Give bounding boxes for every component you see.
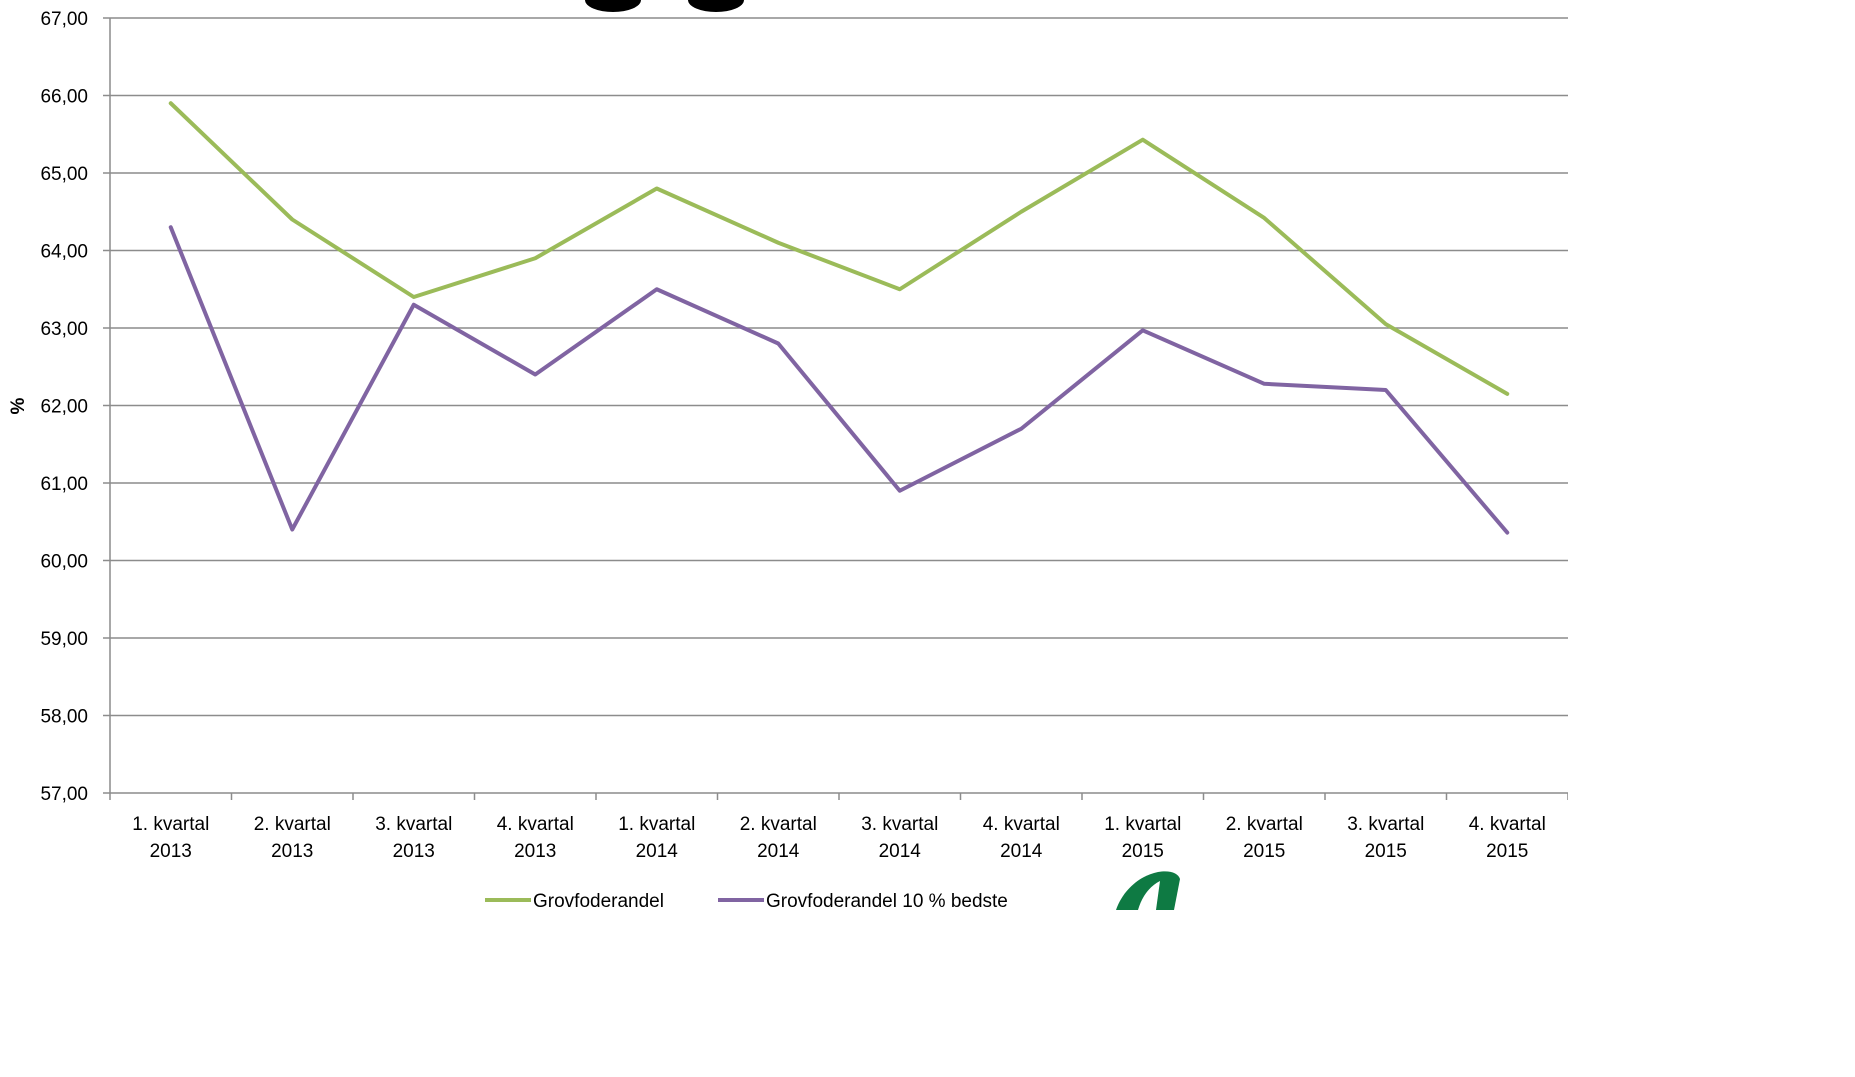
data-point xyxy=(290,528,294,531)
x-tick-label: 2014 xyxy=(879,841,922,862)
x-tick-label: 2. kvartal xyxy=(740,814,817,835)
data-point xyxy=(655,187,659,190)
legend-label-2: Grovfoderandel 10 % bedste xyxy=(766,891,1008,910)
y-tick-label: 57,00 xyxy=(40,784,88,805)
data-point xyxy=(1262,382,1266,386)
y-tick-label: 61,00 xyxy=(40,474,88,495)
x-tick-label: 2015 xyxy=(1243,841,1285,862)
data-point xyxy=(1384,322,1388,326)
series-lines xyxy=(168,101,1510,535)
x-tick-label: 3. kvartal xyxy=(1347,814,1424,835)
data-point xyxy=(655,287,659,291)
data-point xyxy=(776,342,780,345)
x-tick-label: 2013 xyxy=(514,841,556,862)
y-tick-label: 64,00 xyxy=(40,242,88,263)
data-point xyxy=(1505,531,1509,535)
x-tick-label: 4. kvartal xyxy=(983,814,1060,835)
data-point xyxy=(1019,210,1023,214)
grid-lines xyxy=(110,17,1568,717)
data-point xyxy=(1141,138,1145,142)
x-tick-label: 1. kvartal xyxy=(1104,814,1181,835)
x-tick-label: 2014 xyxy=(757,841,800,862)
x-tick-label: 2. kvartal xyxy=(254,814,331,835)
data-point xyxy=(533,373,537,376)
y-tick-label: 66,00 xyxy=(40,87,88,108)
line-chart: 57,00 58,00 59,00 60,00 61,00 62,00 63,00 64,00… xyxy=(8,0,1568,910)
legend: Grovfoderandel Grovfoderandel 10 % bedste xyxy=(485,891,1008,910)
data-point xyxy=(1141,328,1145,332)
y-tick-label: 67,00 xyxy=(40,9,88,30)
y-tick-label: 58,00 xyxy=(40,707,88,728)
x-tick-label: 2015 xyxy=(1365,841,1407,862)
logo xyxy=(1116,871,1180,910)
x-tick-label: 2. kvartal xyxy=(1226,814,1303,835)
series-line-1 xyxy=(168,101,1510,396)
data-point xyxy=(412,303,416,307)
series-line-2 xyxy=(168,225,1510,535)
data-point xyxy=(1262,216,1266,220)
x-tick-label: 2013 xyxy=(150,841,192,862)
y-axis-label: % xyxy=(8,397,29,414)
x-tick-label: 2015 xyxy=(1122,841,1164,862)
x-tick-label: 2013 xyxy=(393,841,435,862)
y-tick-label: 65,00 xyxy=(40,164,88,185)
data-point xyxy=(898,287,902,291)
data-point xyxy=(1384,388,1388,392)
legend-label-1: Grovfoderandel xyxy=(533,891,664,910)
data-point xyxy=(169,101,173,105)
x-tick-label: 4. kvartal xyxy=(497,814,574,835)
data-point xyxy=(1505,392,1509,396)
x-tick-label: 3. kvartal xyxy=(861,814,938,835)
x-tick-label: 1. kvartal xyxy=(132,814,209,835)
x-tick-label: 4. kvartal xyxy=(1469,814,1546,835)
data-point xyxy=(533,256,537,260)
data-point xyxy=(412,295,416,299)
y-tick-label: 60,00 xyxy=(40,552,88,573)
y-tick-label: 63,00 xyxy=(40,319,88,340)
x-tick-label: 2014 xyxy=(636,841,679,862)
data-point xyxy=(290,218,294,221)
y-axis-ticks: 57,00 58,00 59,00 60,00 61,00 62,00 63,00 64,00… xyxy=(40,9,110,805)
data-point xyxy=(1019,427,1023,431)
data-point xyxy=(776,241,780,245)
x-axis-ticks: 1. kvartal 2013 2. kvartal 2013 3. kvartal 20… xyxy=(109,793,1568,862)
x-tick-label: 2015 xyxy=(1486,841,1528,862)
y-tick-label: 59,00 xyxy=(40,629,88,650)
x-tick-label: 2014 xyxy=(1000,841,1043,862)
x-tick-label: 1. kvartal xyxy=(618,814,695,835)
x-tick-label: 3. kvartal xyxy=(375,814,452,835)
partial-title-glyphs xyxy=(585,0,744,12)
x-tick-label: 2013 xyxy=(271,841,313,862)
data-point xyxy=(898,489,902,493)
y-tick-label: 62,00 xyxy=(40,397,88,418)
data-point xyxy=(169,225,173,229)
